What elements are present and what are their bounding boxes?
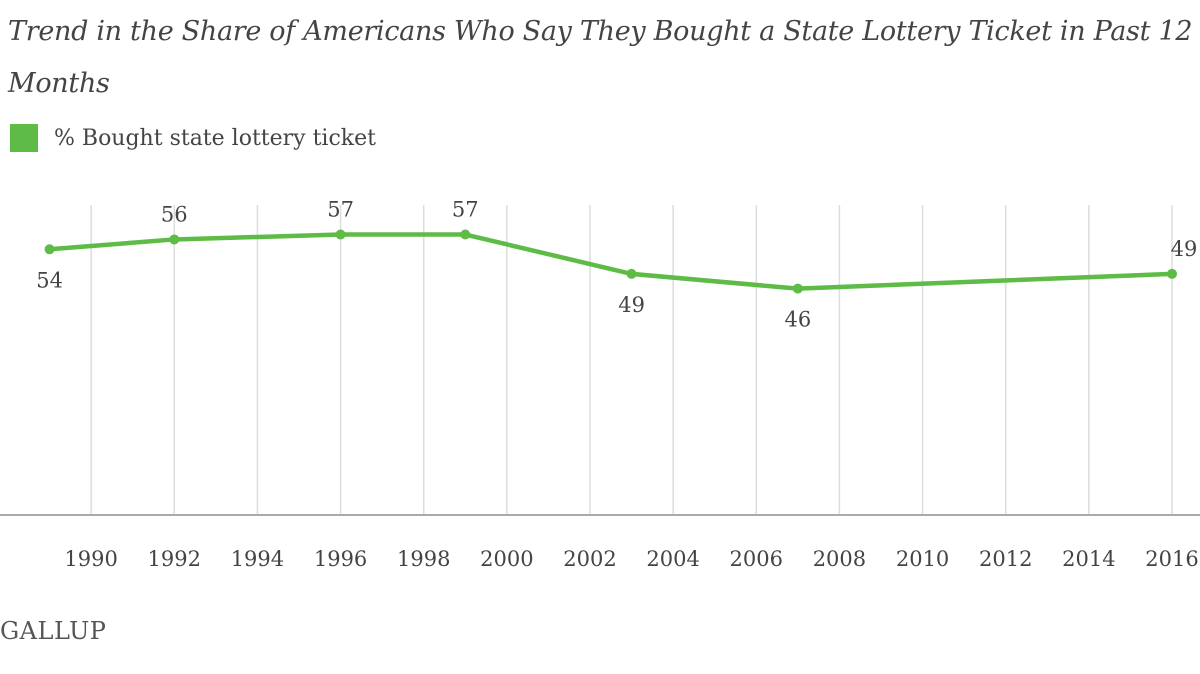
x-tick-label-2014: 2014 bbox=[1062, 547, 1115, 571]
data-point-2003 bbox=[626, 268, 637, 279]
legend: % Bought state lottery ticket bbox=[10, 124, 376, 152]
x-tick-label-1998: 1998 bbox=[397, 547, 450, 571]
x-tick-label-2008: 2008 bbox=[813, 547, 866, 571]
data-label-1999: 57 bbox=[452, 198, 479, 222]
chart-title: Trend in the Share of Americans Who Say … bbox=[8, 16, 1193, 99]
x-tick-label-2002: 2002 bbox=[563, 547, 616, 571]
data-point-2007 bbox=[792, 283, 803, 294]
gallup-logo: GALLUP bbox=[0, 617, 107, 645]
x-tick-label-1996: 1996 bbox=[314, 547, 367, 571]
x-tick-label-1992: 1992 bbox=[148, 547, 201, 571]
x-tick-label-2010: 2010 bbox=[896, 547, 949, 571]
data-label-2007: 46 bbox=[784, 308, 811, 332]
series-line bbox=[47, 232, 1175, 291]
data-label-1996: 57 bbox=[327, 198, 354, 222]
data-point-1996 bbox=[335, 229, 346, 240]
data-label-1992: 56 bbox=[161, 202, 188, 226]
x-tick-label-2000: 2000 bbox=[480, 547, 533, 571]
x-tick-label-2004: 2004 bbox=[646, 547, 699, 571]
legend-label: % Bought state lottery ticket bbox=[54, 125, 376, 151]
x-tick-label-2012: 2012 bbox=[979, 547, 1032, 571]
x-tick-label-2006: 2006 bbox=[730, 547, 783, 571]
data-label-2003: 49 bbox=[618, 293, 645, 317]
data-point-1989 bbox=[44, 244, 55, 255]
x-tick-label-1994: 1994 bbox=[231, 547, 284, 571]
data-point-1999 bbox=[460, 229, 471, 240]
legend-swatch bbox=[10, 124, 38, 152]
data-point-2016 bbox=[1167, 268, 1177, 279]
data-label-1989: 54 bbox=[36, 268, 63, 292]
data-label-2016: 49 bbox=[1171, 237, 1198, 261]
x-tick-label-2016: 2016 bbox=[1145, 547, 1198, 571]
data-point-1992 bbox=[169, 234, 180, 245]
x-tick-label-1990: 1990 bbox=[64, 547, 117, 571]
